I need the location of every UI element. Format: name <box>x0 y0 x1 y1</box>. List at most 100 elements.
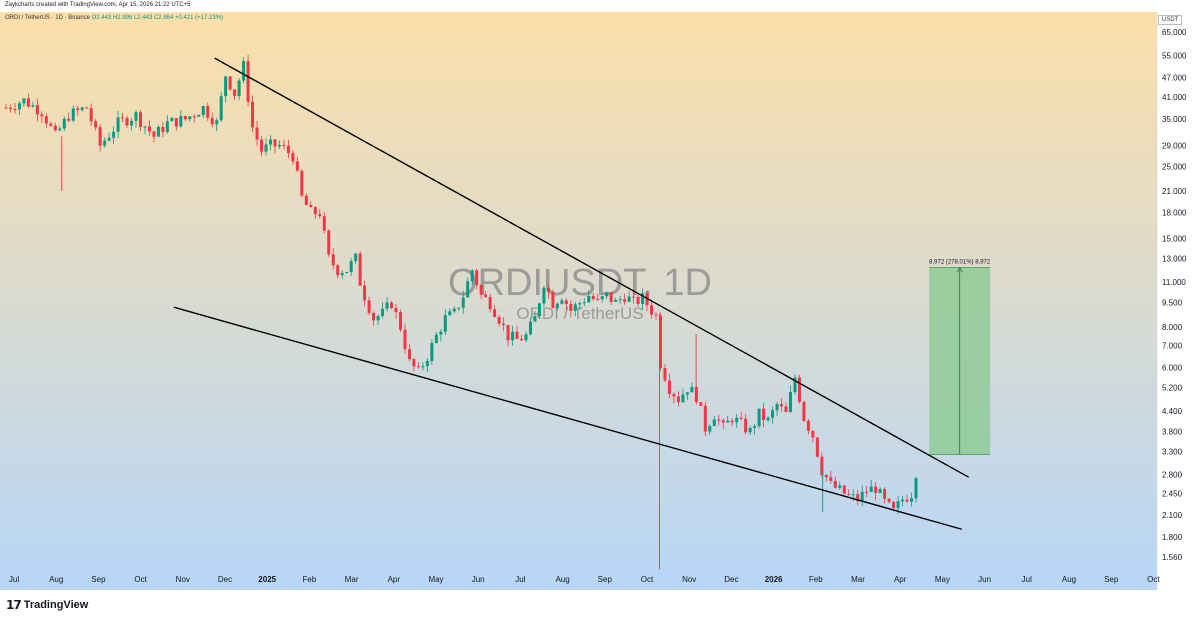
x-tick-label: May <box>428 575 443 584</box>
candle-body <box>197 115 201 117</box>
candle-body <box>331 254 335 266</box>
candle-body <box>690 387 694 393</box>
watermark-subtitle: ORDI / TetherUS <box>516 304 643 323</box>
candle-body <box>717 419 721 421</box>
candle-body <box>775 404 779 411</box>
candle-body <box>421 366 425 368</box>
candle-body <box>242 61 246 81</box>
x-tick-label: Jul <box>9 575 19 584</box>
candle-body <box>766 417 770 420</box>
watermark-title: ORDIUSDT, 1D <box>448 262 712 304</box>
candle-body <box>869 486 873 492</box>
candle-body <box>174 118 178 127</box>
candle-body <box>103 140 107 146</box>
candle-body <box>367 300 371 314</box>
candle-body <box>753 426 757 428</box>
candle-body <box>273 139 277 147</box>
y-tick-label: 9.500 <box>1162 299 1183 308</box>
candle-body <box>385 302 389 309</box>
candle-body <box>22 98 26 104</box>
candle-body <box>627 296 631 302</box>
brand-name: TradingView <box>23 599 89 611</box>
candle-body <box>358 253 362 286</box>
candle-body <box>609 292 613 302</box>
candle-body <box>466 281 470 298</box>
candle-body <box>439 331 443 335</box>
candle-body <box>497 316 501 324</box>
candle-body <box>820 456 824 475</box>
candle-body <box>596 299 600 301</box>
candle-body <box>349 261 353 272</box>
candle-body <box>291 153 295 162</box>
candle-body <box>914 478 918 499</box>
x-tick-label: Aug <box>49 575 63 584</box>
y-tick-label: 41.000 <box>1162 93 1187 102</box>
candle-body <box>744 418 748 433</box>
candle-body <box>520 338 524 341</box>
candle-body <box>121 117 125 119</box>
candle-body <box>528 321 532 335</box>
candle-body <box>183 116 187 120</box>
candle-body <box>771 410 775 418</box>
candle-body <box>434 334 438 343</box>
symbol-watermark: ORDIUSDT, 1D ORDI / TetherUS <box>448 262 712 323</box>
candle-body <box>632 296 636 298</box>
y-tick-label: 47.000 <box>1162 74 1187 83</box>
x-tick-label: Sep <box>598 575 613 584</box>
trendline-upper-resistance <box>214 57 970 478</box>
x-tick-label: 2026 <box>765 575 783 584</box>
candle-body <box>506 325 510 341</box>
candle-body <box>62 118 66 129</box>
x-tick-label: Apr <box>894 575 907 584</box>
x-tick-label: Feb <box>809 575 823 584</box>
candle-body <box>901 499 905 502</box>
y-tick-label: 2.450 <box>1162 489 1183 498</box>
candle-body <box>838 485 842 488</box>
trendlines-layer[interactable] <box>173 57 970 530</box>
candle-body <box>53 125 57 131</box>
candle-body <box>327 230 331 255</box>
tradingview-logo-icon: 𝟭𝟳 <box>6 598 22 612</box>
y-tick-label: 15.000 <box>1162 234 1187 243</box>
candle-body <box>40 114 44 117</box>
candle-body <box>457 307 461 309</box>
candle-body <box>887 498 891 502</box>
candle-body <box>49 123 53 126</box>
candle-body <box>524 334 528 341</box>
y-tick-label: 11.000 <box>1162 278 1186 287</box>
candle-body <box>264 144 268 152</box>
candle-body <box>152 131 156 137</box>
candle-body <box>851 494 855 496</box>
candle-body <box>44 116 48 124</box>
candle-body <box>407 349 411 360</box>
candle-body <box>833 480 837 488</box>
candle-body <box>721 420 725 423</box>
y-tick-label: 13.000 <box>1162 255 1187 264</box>
candle-body <box>125 118 129 126</box>
candle-body <box>17 103 21 110</box>
price-range-tool[interactable]: 8.972 (278.01%) 8,972 <box>929 259 991 456</box>
candle-body <box>829 477 833 481</box>
currency-badge[interactable]: USDT <box>1158 15 1183 25</box>
y-tick-label: 6.000 <box>1162 363 1183 372</box>
price-axis[interactable] <box>1157 12 1200 590</box>
candle-body <box>645 293 649 306</box>
candle-body <box>313 207 317 215</box>
candle-body <box>35 105 39 115</box>
y-tick-label: 7.000 <box>1162 342 1183 351</box>
candle-body <box>219 96 223 121</box>
candle-body <box>394 308 398 312</box>
candle-body <box>448 311 452 316</box>
candle-body <box>663 368 667 381</box>
candle-body <box>31 105 35 107</box>
y-tick-label: 65.000 <box>1162 28 1187 37</box>
candle-body <box>233 89 237 96</box>
candle-body <box>130 120 134 126</box>
candle-body <box>730 420 734 423</box>
candle-body <box>268 139 272 145</box>
candle-body <box>802 401 806 421</box>
candle-body <box>699 402 703 406</box>
candle-body <box>685 392 689 395</box>
candle-body <box>416 366 420 368</box>
